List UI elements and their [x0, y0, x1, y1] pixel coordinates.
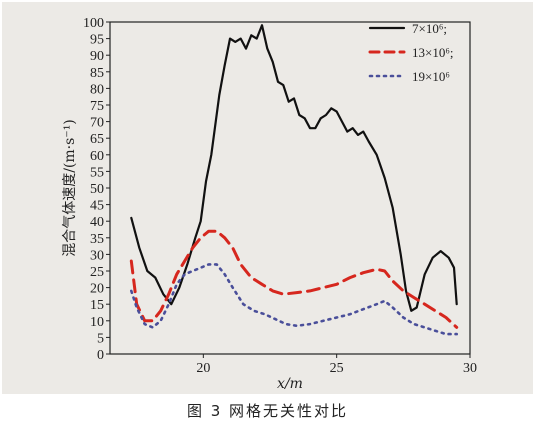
y-axis-label: 混合气体速度/(m·s⁻¹)	[62, 119, 78, 257]
series-line-1	[130, 24, 458, 312]
y-tick-label: 50	[90, 182, 104, 197]
x-tick-label: 25	[330, 361, 344, 376]
legend-label-2: 13×10⁶;	[412, 45, 453, 60]
y-tick-label: 20	[90, 282, 104, 297]
legend-label-1: 7×10⁶;	[412, 21, 447, 36]
series-group	[129, 24, 459, 336]
y-tick-label: 15	[90, 298, 104, 313]
y-tick-label: 5	[97, 331, 104, 346]
y-tick-label: 60	[90, 149, 104, 164]
y-tick-label: 90	[90, 49, 104, 64]
y-tick-label: 55	[90, 165, 104, 180]
y-tick-label: 65	[90, 132, 104, 147]
ticks: 0510152025303540455055606570758085909510…	[83, 16, 477, 376]
y-tick-label: 100	[83, 16, 104, 31]
x-tick-label: 30	[463, 361, 477, 376]
chart-panel: 0 5 10 15 20 25 30 35 40 45 50 55 60 65 70 75 80 85 90 95 10…	[2, 2, 533, 394]
x-axis-label: x/m	[277, 376, 303, 392]
line-chart: 0510152025303540455055606570758085909510…	[62, 16, 477, 392]
series-line-2	[129, 229, 459, 329]
series-line-3	[130, 263, 458, 336]
y-tick-label: 30	[90, 248, 104, 263]
legend: 7×10⁶; 13×10⁶; 19×10⁶	[368, 21, 453, 84]
figure-caption: 图 3 网格无关性对比	[186, 402, 349, 420]
y-tick-label: 75	[90, 99, 104, 114]
y-tick-label: 80	[90, 82, 104, 97]
x-tick-label: 20	[196, 361, 210, 376]
y-tick-label: 10	[90, 315, 104, 330]
y-tick-label: 40	[90, 215, 104, 230]
y-tick-label: 85	[90, 66, 104, 81]
y-tick-label: 70	[90, 116, 104, 131]
y-tick-label: 0	[97, 348, 104, 363]
y-tick-label: 95	[90, 33, 104, 48]
y-tick-label: 45	[90, 199, 104, 214]
y-tick-label: 25	[90, 265, 104, 280]
legend-label-3: 19×10⁶	[412, 69, 450, 84]
y-tick-label: 35	[90, 232, 104, 247]
